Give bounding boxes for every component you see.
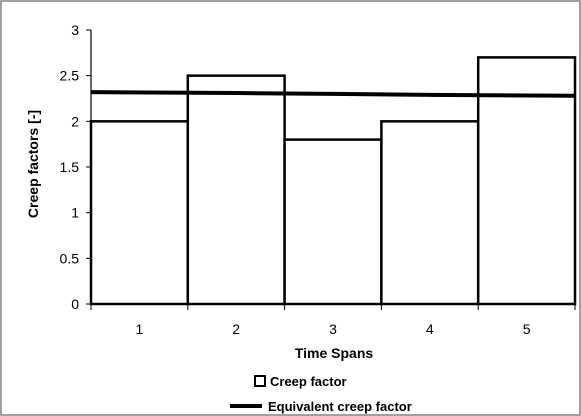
axes — [90, 30, 575, 305]
y-tick-label: 3 — [71, 22, 79, 38]
bar-2 — [186, 74, 286, 306]
y-tick-label: 2 — [71, 113, 79, 129]
bar-3 — [283, 138, 383, 306]
x-tick-label: 1 — [136, 321, 144, 337]
legend-swatch-creep-factor — [254, 375, 266, 387]
bar-1 — [89, 120, 190, 306]
x-tick-label: 5 — [523, 321, 531, 337]
y-tick-label: 0 — [71, 296, 79, 312]
y-tick-label: 1.5 — [60, 159, 80, 175]
equivalent-creep-factor-line — [90, 90, 576, 98]
x-tick-label: 4 — [426, 321, 434, 337]
x-tick-label: 3 — [329, 321, 337, 337]
x-axis-title: Time Spans — [295, 345, 374, 361]
bars — [89, 56, 577, 306]
bar-5 — [476, 56, 577, 306]
y-tick-label: 1 — [71, 205, 79, 221]
x-axis-ticks: 1 2 3 4 5 — [90, 304, 576, 337]
legend-label-equivalent: Equivalent creep factor — [268, 399, 412, 414]
legend: Creep factor Equivalent creep factor — [230, 374, 412, 414]
x-tick-label: 2 — [232, 321, 240, 337]
y-tick-label: 2.5 — [60, 68, 80, 84]
equivalent-line-group — [90, 90, 576, 98]
legend-label-creep-factor: Creep factor — [270, 374, 347, 389]
bar-4 — [380, 120, 480, 306]
y-axis-title: Creep factors [-] — [25, 110, 41, 218]
y-tick-label: 0.5 — [60, 250, 80, 266]
